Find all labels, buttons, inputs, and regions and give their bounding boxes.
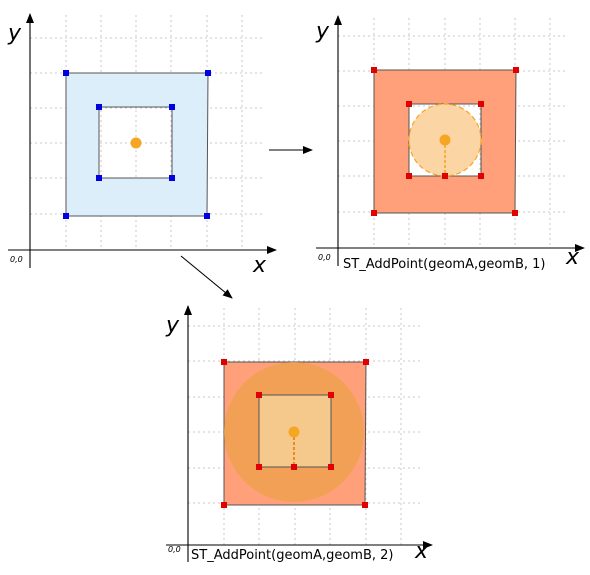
x-axis-label: x xyxy=(414,539,429,564)
vertex xyxy=(328,464,334,470)
x-axis-label: x xyxy=(565,245,580,270)
vertex xyxy=(63,70,69,76)
vertex xyxy=(371,210,377,216)
origin-label: 0,0 xyxy=(168,545,181,554)
vertex xyxy=(169,104,175,110)
polygon-vertices xyxy=(221,359,369,508)
function-caption: ST_AddPoint(geomA,geomB, 1) xyxy=(343,257,546,272)
center-point xyxy=(130,137,142,149)
vertex xyxy=(371,67,377,73)
vertex xyxy=(63,213,69,219)
vertex xyxy=(478,101,484,107)
vertex xyxy=(96,175,102,181)
origin-label: 0,0 xyxy=(318,253,331,262)
y-axis-label: y xyxy=(165,313,180,338)
panel-input: y x 0,0 xyxy=(7,13,277,278)
vertex xyxy=(96,104,102,110)
vertex xyxy=(205,70,211,76)
vertex xyxy=(221,502,227,508)
function-caption: ST_AddPoint(geomA,geomB, 2) xyxy=(191,548,394,563)
vertex xyxy=(221,359,227,365)
panel-result2: y x 0,0 ST_AddPoint(geomA,geomB, 2) xyxy=(165,305,433,564)
center-point xyxy=(439,134,451,146)
vertex xyxy=(204,213,210,219)
x-axis-label: x xyxy=(252,253,267,278)
vertex xyxy=(169,175,175,181)
vertex xyxy=(256,464,262,470)
y-axis-label: y xyxy=(315,19,330,44)
center-point xyxy=(288,426,300,438)
vertex xyxy=(362,502,368,508)
origin-label: 0,0 xyxy=(10,255,23,264)
y-axis-label: y xyxy=(7,21,22,46)
vertex xyxy=(363,359,369,365)
panel-result1: y x 0,0 ST_AddPoint(geomA,geomB, 1) xyxy=(315,15,585,272)
vertex xyxy=(328,392,334,398)
arrow-to-result2 xyxy=(180,255,233,299)
polygon-vertices xyxy=(63,70,211,219)
vertex xyxy=(478,173,484,179)
vertex xyxy=(513,67,519,73)
vertex xyxy=(442,173,448,179)
vertex xyxy=(406,173,412,179)
vertex xyxy=(406,101,412,107)
polygon-vertices xyxy=(371,67,519,216)
vertex xyxy=(256,392,262,398)
vertex xyxy=(512,210,518,216)
vertex xyxy=(291,464,297,470)
